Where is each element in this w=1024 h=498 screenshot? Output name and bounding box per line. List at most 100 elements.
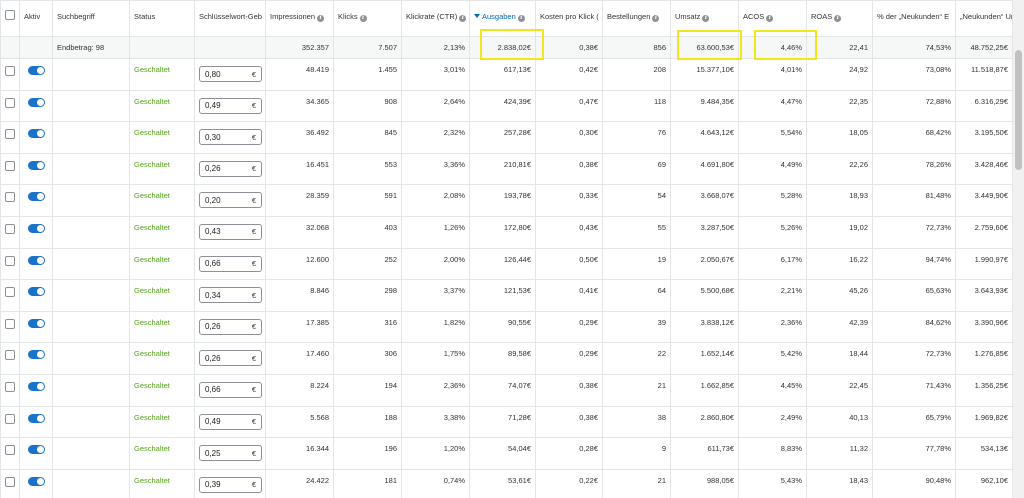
column-header-ntb-pct[interactable]: % der „Neukunden“ E bbox=[872, 0, 956, 37]
keyword-bid-input[interactable]: 0,80 € bbox=[199, 66, 262, 82]
spend-cell: 53,61€ bbox=[469, 468, 536, 498]
search-term-cell bbox=[52, 58, 130, 91]
info-icon[interactable]: i bbox=[652, 15, 660, 22]
column-header-status[interactable]: Status bbox=[129, 0, 195, 37]
info-icon[interactable]: i bbox=[766, 15, 774, 22]
orders-cell: 38 bbox=[602, 405, 671, 439]
keyword-bid-input[interactable]: 0,26 € bbox=[199, 160, 262, 177]
active-toggle[interactable] bbox=[27, 287, 45, 297]
keyword-bid-input[interactable]: 0,34 € bbox=[199, 287, 262, 304]
active-toggle[interactable] bbox=[27, 445, 45, 455]
total-orders: 856 bbox=[602, 36, 671, 59]
column-header-spend[interactable]: Ausgaben i bbox=[469, 0, 536, 37]
keyword-bid-input[interactable]: 0,26 € bbox=[199, 318, 262, 335]
column-header-orders[interactable]: Bestellungen i bbox=[602, 0, 671, 37]
search-term-cell bbox=[52, 405, 130, 439]
row-checkbox[interactable] bbox=[5, 318, 15, 329]
row-select-cell bbox=[0, 468, 20, 498]
active-toggle[interactable] bbox=[27, 476, 45, 486]
keyword-bid-input[interactable]: 0,66 € bbox=[199, 255, 262, 272]
clicks-cell: 591 bbox=[333, 184, 402, 217]
row-checkbox[interactable] bbox=[5, 255, 15, 266]
active-toggle[interactable] bbox=[27, 66, 45, 75]
row-checkbox[interactable] bbox=[5, 413, 15, 424]
row-checkbox[interactable] bbox=[5, 129, 15, 140]
keyword-bid-input[interactable]: 0,43 € bbox=[199, 223, 262, 240]
spend-cell: 74,07€ bbox=[469, 373, 536, 407]
ctr-cell: 2,32% bbox=[401, 121, 470, 154]
keyword-bid-input[interactable]: 0,39 € bbox=[199, 476, 262, 493]
info-icon[interactable]: i bbox=[834, 15, 842, 22]
column-header-ctr[interactable]: Klickrate (CTR) i bbox=[401, 0, 470, 37]
active-toggle[interactable] bbox=[27, 318, 45, 328]
column-header-roas[interactable]: ROAS i bbox=[806, 0, 873, 37]
row-checkbox[interactable] bbox=[5, 97, 15, 108]
acos-cell: 5,54% bbox=[738, 121, 807, 154]
active-toggle[interactable] bbox=[27, 381, 45, 391]
active-toggle[interactable] bbox=[27, 413, 45, 423]
currency-symbol: € bbox=[251, 259, 256, 269]
active-toggle[interactable] bbox=[27, 255, 45, 265]
currency-symbol: € bbox=[251, 132, 256, 142]
row-checkbox[interactable] bbox=[5, 223, 15, 234]
bid-value: 0,25 bbox=[205, 448, 221, 458]
column-header-clicks[interactable]: Klicks i bbox=[333, 0, 402, 37]
row-checkbox[interactable] bbox=[5, 66, 15, 76]
keyword-bid-input[interactable]: 0,26 € bbox=[199, 350, 262, 367]
vertical-scrollbar[interactable] bbox=[1012, 0, 1024, 498]
row-select-cell bbox=[0, 437, 20, 470]
row-checkbox[interactable] bbox=[5, 476, 15, 487]
keyword-bid-input[interactable]: 0,30 € bbox=[199, 129, 262, 146]
active-toggle[interactable] bbox=[27, 160, 45, 170]
impressions-cell: 8.846 bbox=[265, 279, 334, 312]
keyword-bid-input[interactable]: 0,25 € bbox=[199, 445, 262, 462]
ntb-sales-cell: 6.316,29€ bbox=[955, 89, 1012, 123]
keyword-bid-input[interactable]: 0,20 € bbox=[199, 192, 262, 209]
sales-cell: 3.287,50€ bbox=[670, 215, 739, 249]
column-header-acos[interactable]: ACOS i bbox=[738, 0, 807, 37]
active-toggle[interactable] bbox=[27, 350, 45, 360]
active-toggle[interactable] bbox=[27, 129, 45, 139]
info-icon[interactable]: i bbox=[702, 15, 710, 22]
info-icon[interactable]: i bbox=[517, 15, 525, 22]
column-header-sales[interactable]: Umsatz i bbox=[670, 0, 739, 37]
keyword-bid-input[interactable]: 0,49 € bbox=[199, 413, 262, 430]
active-toggle[interactable] bbox=[27, 97, 45, 107]
row-checkbox[interactable] bbox=[5, 192, 15, 203]
active-toggle-cell bbox=[19, 152, 53, 186]
row-checkbox[interactable] bbox=[5, 381, 15, 392]
row-checkbox[interactable] bbox=[5, 160, 15, 171]
clicks-cell: 403 bbox=[333, 215, 402, 249]
column-header-ntb-sales[interactable]: „Neukunden“ Umsat bbox=[955, 0, 1012, 37]
column-header-active[interactable]: Aktiv bbox=[19, 0, 53, 37]
keyword-bid-input[interactable]: 0,49 € bbox=[199, 97, 262, 114]
roas-cell: 19,02 bbox=[806, 215, 873, 249]
column-header-keyword-bid[interactable]: Schlüsselwort-Geb bbox=[194, 0, 266, 37]
info-icon[interactable]: i bbox=[459, 15, 467, 22]
row-checkbox[interactable] bbox=[5, 287, 15, 298]
search-term-cell bbox=[52, 121, 130, 154]
column-header-cpc[interactable]: Kosten pro Klick ( bbox=[535, 0, 603, 37]
table-row: Geschaltet 0,26 €17.460 306 1,75% 89,58€ 0,29€… bbox=[0, 342, 1012, 375]
cpc-cell: 0,41€ bbox=[535, 279, 603, 312]
bid-value: 0,39 bbox=[205, 480, 221, 490]
keyword-bid-input[interactable]: 0,66 € bbox=[199, 381, 262, 398]
active-toggle-cell bbox=[19, 437, 53, 470]
column-header-impressions[interactable]: Impressionen i bbox=[265, 0, 334, 37]
scrollbar-thumb[interactable] bbox=[1015, 50, 1022, 170]
info-icon[interactable]: i bbox=[317, 15, 325, 22]
column-header-select-all[interactable] bbox=[0, 0, 20, 37]
active-toggle[interactable] bbox=[27, 223, 45, 233]
row-checkbox[interactable] bbox=[5, 350, 15, 361]
bid-value: 0,66 bbox=[205, 259, 221, 269]
roas-cell: 22,45 bbox=[806, 373, 873, 407]
row-checkbox[interactable] bbox=[5, 445, 15, 456]
column-header-label: % der „Neukunden“ E bbox=[877, 12, 950, 21]
column-header-label: ROAS bbox=[811, 12, 833, 21]
select-all-checkbox[interactable] bbox=[5, 10, 15, 20]
info-icon[interactable]: i bbox=[359, 15, 367, 22]
ctr-cell: 1,75% bbox=[401, 342, 470, 375]
ctr-cell: 1,82% bbox=[401, 310, 470, 344]
column-header-search-term[interactable]: Suchbegriff bbox=[52, 0, 130, 37]
active-toggle[interactable] bbox=[27, 192, 45, 202]
